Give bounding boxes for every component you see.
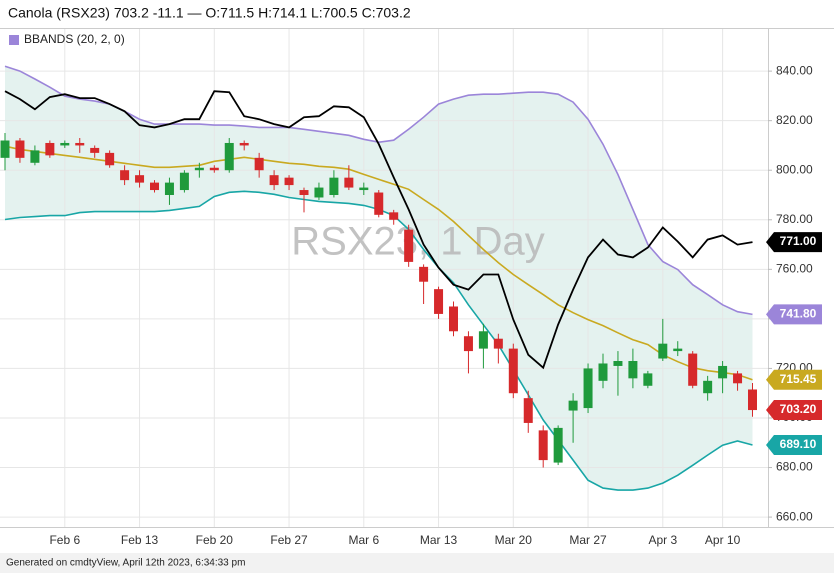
x-tick-label: Feb 13	[121, 533, 159, 547]
candle-body	[538, 430, 548, 461]
x-tick-label: Feb 20	[196, 533, 234, 547]
upper-last-box	[766, 304, 822, 325]
candle-body	[493, 338, 503, 349]
candle-body	[389, 212, 399, 220]
candle-body	[404, 229, 414, 262]
x-tick-label: Mar 6	[348, 533, 379, 547]
compare-last-label: 771.00	[780, 234, 817, 248]
candle-body	[179, 172, 189, 191]
candle-body	[75, 142, 85, 146]
candle-body	[209, 167, 219, 171]
compare-line	[4, 90, 753, 370]
candle-body	[344, 177, 354, 188]
candle-body	[643, 373, 653, 386]
x-tick-label: Apr 3	[648, 533, 677, 547]
candle-body	[748, 389, 757, 411]
candle-body	[628, 361, 638, 379]
candle-body	[329, 177, 339, 195]
y-tick-label: 760.00	[776, 262, 813, 276]
candle-body	[583, 368, 593, 409]
x-tick-label: Apr 10	[705, 533, 741, 547]
legend-label: BBANDS (20, 2, 0)	[24, 32, 125, 46]
candle-body	[613, 361, 623, 366]
candle-body	[90, 147, 100, 153]
candle-body	[478, 331, 488, 349]
candle-body	[284, 177, 294, 186]
y-tick-label: 680.00	[776, 460, 813, 474]
candle-body	[120, 170, 130, 181]
candle-body	[269, 175, 279, 186]
legend-swatch	[9, 35, 19, 45]
y-tick-label: 840.00	[776, 63, 813, 77]
x-tick-label: Mar 20	[495, 533, 533, 547]
candle-body	[508, 348, 518, 394]
band-fill	[5, 66, 753, 491]
candle-body	[553, 427, 563, 463]
candle-body	[135, 175, 145, 183]
candle-body	[0, 140, 10, 158]
chart-title: Canola (RSX23) 703.2 -11.1 — O:711.5 H:7…	[8, 5, 411, 21]
candle-body	[718, 365, 728, 379]
bb-middle-line	[4, 145, 753, 381]
candle-body	[45, 142, 55, 156]
y-tick-label: 820.00	[776, 113, 813, 127]
candle-body	[60, 142, 70, 146]
x-tick-label: Feb 27	[270, 533, 308, 547]
x-tick-label: Feb 6	[49, 533, 80, 547]
candle-body	[299, 190, 309, 195]
close-last-box	[766, 400, 822, 421]
candle-body	[164, 182, 174, 195]
y-tick-label: 800.00	[776, 162, 813, 176]
candle-body	[419, 266, 429, 282]
candle-body	[523, 398, 533, 423]
candle-body	[463, 336, 473, 352]
candle-body	[150, 182, 159, 191]
candle-body	[194, 167, 204, 171]
candle-body	[449, 306, 458, 332]
bb-upper-line	[4, 65, 753, 316]
middle-last-box	[766, 369, 822, 390]
candle-body	[733, 373, 743, 384]
candle-body	[434, 289, 444, 314]
candle-body	[658, 343, 668, 359]
candle-body	[598, 363, 608, 381]
lower-last-label: 689.10	[780, 437, 817, 451]
x-tick-label: Mar 13	[420, 533, 458, 547]
lower-last-box	[766, 434, 822, 455]
footer: Generated on cmdtyView, April 12th 2023,…	[6, 558, 245, 569]
candle-body	[314, 187, 324, 198]
candle-body	[359, 187, 369, 191]
candle-body	[254, 157, 264, 171]
candle-body	[15, 140, 25, 158]
middle-last-label: 715.45	[780, 372, 817, 386]
candle-body	[568, 400, 578, 411]
upper-last-label: 741.80	[780, 307, 817, 321]
candle-body	[30, 150, 40, 163]
candle-body	[703, 380, 713, 394]
x-tick-label: Mar 27	[569, 533, 607, 547]
candle-body	[239, 142, 249, 146]
candle-body	[224, 142, 234, 171]
candle-body	[374, 192, 384, 215]
close-last-label: 703.20	[780, 402, 817, 416]
candle-body	[673, 348, 683, 352]
y-tick-label: 780.00	[776, 212, 813, 226]
y-tick-label: 660.00	[776, 509, 813, 523]
candle-body	[688, 353, 698, 386]
candle-body	[105, 152, 115, 166]
plot-area: RSX23, 1 Day	[0, 29, 768, 527]
footer-bar	[0, 553, 834, 573]
compare-last-box	[766, 232, 822, 253]
